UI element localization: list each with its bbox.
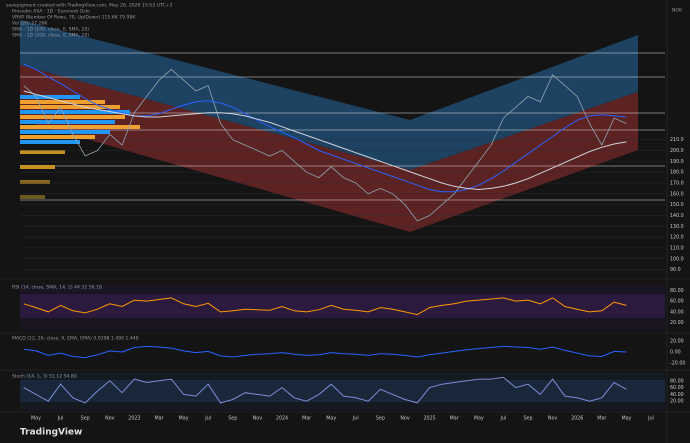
x-tick-label: Nov bbox=[548, 416, 558, 422]
y-tick-label: 60.00 bbox=[670, 299, 684, 305]
data-line bbox=[23, 297, 627, 316]
y-tick-label: 200.0 bbox=[670, 148, 684, 154]
x-tick-label: Jul bbox=[500, 416, 507, 422]
x-tick-label: Mar bbox=[302, 416, 311, 422]
y-tick-label: 180.0 bbox=[670, 170, 684, 176]
ascending-channel-lower bbox=[410, 92, 638, 232]
legend-sma: SMA - 1D (100, close, 0, SMA, 20) bbox=[12, 27, 89, 33]
macd-title: MACD (12, 26, close, 9, EMA, EMA) 0.0398… bbox=[12, 336, 139, 342]
profile-bar bbox=[20, 95, 80, 99]
profile-bar bbox=[20, 125, 140, 129]
y-tick-label: 20.00 bbox=[670, 399, 684, 405]
x-tick-label: Jul bbox=[57, 416, 64, 422]
profile-bar bbox=[20, 135, 95, 139]
profile-bar bbox=[20, 150, 65, 154]
x-tick-label: 2025 bbox=[423, 416, 435, 422]
y-tick-label: 210.0 bbox=[670, 137, 684, 143]
y-tick-label: -20.00 bbox=[670, 361, 685, 367]
x-tick-label: Jul bbox=[647, 416, 654, 422]
legend-annotation: Vol (20) 27.26K bbox=[12, 21, 48, 27]
x-tick-label: Mar bbox=[597, 416, 606, 422]
y-tick-label: 40.00 bbox=[670, 309, 684, 315]
x-tick-label: May bbox=[31, 416, 41, 422]
x-tick-label: May bbox=[179, 416, 189, 422]
data-line bbox=[23, 376, 627, 404]
credit: savepigment created with TradingView.com… bbox=[6, 3, 173, 9]
stoch-band bbox=[20, 380, 665, 402]
y-tick-label: 80.00 bbox=[670, 378, 684, 384]
ascending-channel-upper bbox=[410, 35, 638, 170]
rsi-band bbox=[20, 294, 665, 318]
y-tick-label: 90.0 bbox=[670, 267, 681, 273]
y-tick-label: 60.00 bbox=[670, 385, 684, 391]
profile-bar bbox=[20, 180, 50, 184]
profile-bar bbox=[20, 165, 55, 169]
x-tick-label: Nov bbox=[105, 416, 115, 422]
legend-main: Prosiebn ASA · 1D · Euronext Oslo bbox=[12, 9, 90, 15]
x-tick-label: 2024 bbox=[276, 416, 288, 422]
x-tick-label: Jul bbox=[352, 416, 359, 422]
x-tick-label: Sep bbox=[228, 416, 237, 422]
legend-annotation: VRVP (Number Of Rows, 70, Up/Down) 115.6… bbox=[12, 15, 136, 21]
descending-channel-upper bbox=[20, 20, 410, 170]
x-tick-label: Sep bbox=[376, 416, 385, 422]
y-tick-label: 110.0 bbox=[670, 245, 684, 251]
data-line bbox=[23, 90, 627, 191]
y-tick-label: 100.0 bbox=[670, 256, 684, 262]
y-tick-label: 0.00 bbox=[670, 350, 681, 356]
data-line bbox=[23, 345, 627, 359]
x-tick-label: Mar bbox=[450, 416, 459, 422]
x-tick-label: May bbox=[474, 416, 484, 422]
x-tick-label: Sep bbox=[81, 416, 90, 422]
x-tick-label: 2026 bbox=[571, 416, 583, 422]
profile-bar bbox=[20, 140, 80, 144]
data-line bbox=[23, 63, 627, 193]
x-tick-label: Nov bbox=[400, 416, 410, 422]
x-tick-label: 2023 bbox=[128, 416, 140, 422]
x-tick-label: Sep bbox=[523, 416, 532, 422]
profile-bar bbox=[20, 105, 120, 109]
y-tick-label: 140.0 bbox=[670, 213, 684, 219]
x-tick-label: Mar bbox=[154, 416, 163, 422]
y-tick-label: 160.0 bbox=[670, 191, 684, 197]
x-tick-label: Nov bbox=[253, 416, 263, 422]
rsi-title: RSI (14, close, SMA, 14, 2) 44.32 56.18 bbox=[12, 285, 102, 291]
profile-bar bbox=[20, 115, 125, 119]
brand: TradingView bbox=[20, 428, 82, 438]
y-tick-label: 20.00 bbox=[670, 320, 684, 326]
y-tick-label: 120.0 bbox=[670, 235, 684, 241]
y-tick-label: 170.0 bbox=[670, 181, 684, 187]
y-tick-label: 80.00 bbox=[670, 288, 684, 294]
stoch-title: Stoch (14, 1, 3) 51.12 54.80 bbox=[12, 374, 77, 380]
currency: NOK bbox=[672, 8, 683, 14]
profile-bar bbox=[20, 130, 110, 134]
profile-bar bbox=[20, 195, 45, 199]
profile-bar bbox=[20, 110, 130, 114]
x-tick-label: May bbox=[326, 416, 336, 422]
x-tick-label: Jul bbox=[204, 416, 211, 422]
legend-sma: SMA - 1D (200, close, 0, SMA, 20) bbox=[12, 33, 89, 39]
profile-bar bbox=[20, 100, 105, 104]
y-tick-label: 190.0 bbox=[670, 159, 684, 165]
x-tick-label: May bbox=[621, 416, 631, 422]
data-line bbox=[23, 68, 627, 222]
y-tick-label: 20.00 bbox=[670, 338, 684, 344]
y-tick-label: 40.00 bbox=[670, 392, 684, 398]
y-tick-label: 130.0 bbox=[670, 224, 684, 230]
y-tick-label: 150.0 bbox=[670, 202, 684, 208]
